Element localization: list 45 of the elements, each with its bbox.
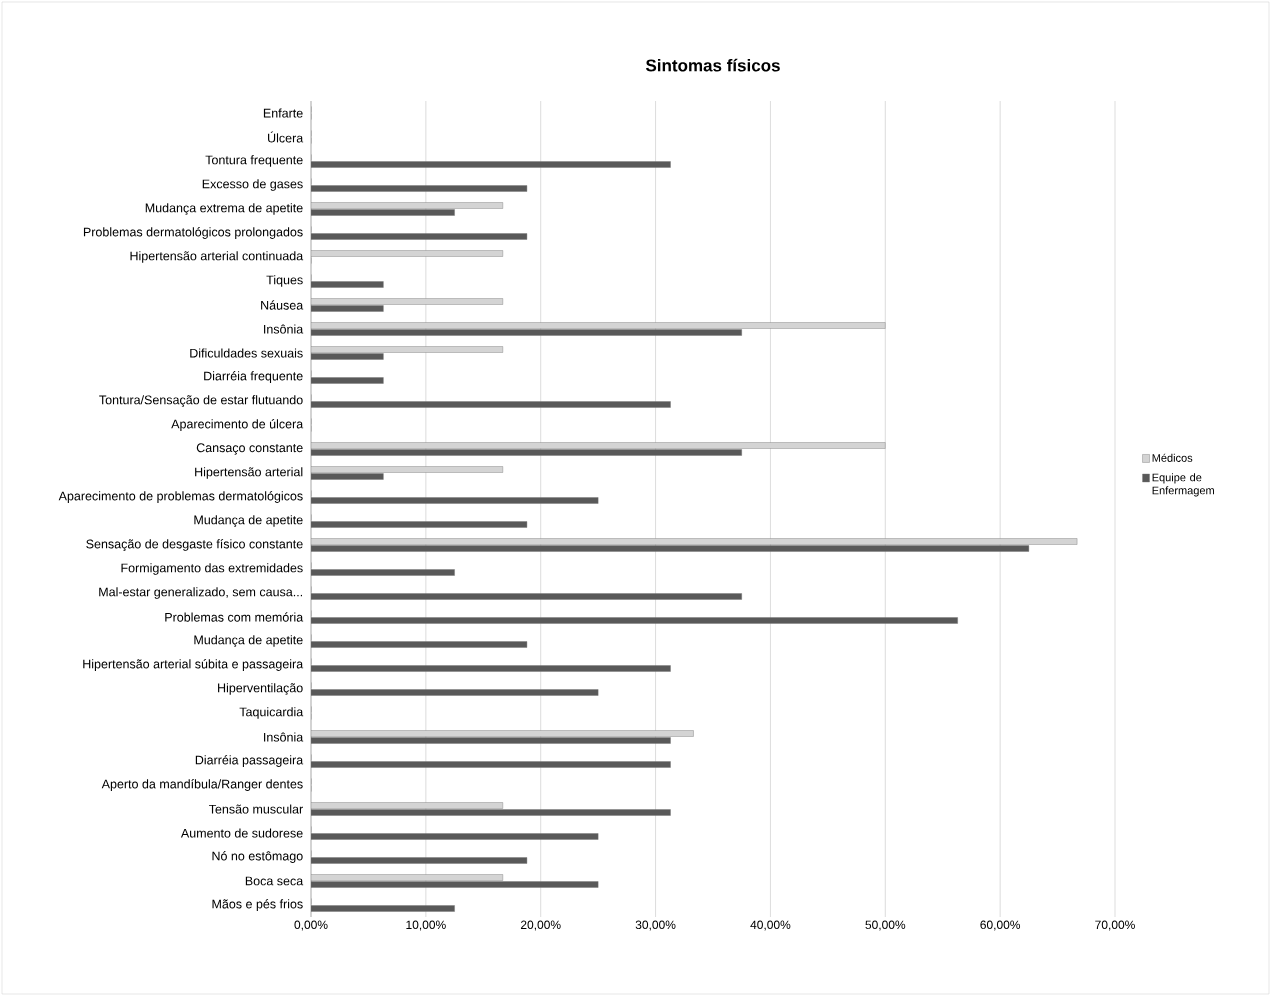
x-tick-label: 50,00% bbox=[865, 920, 906, 931]
y-tick-label: Diarréia passageira bbox=[195, 755, 304, 767]
legend-label: Equipe de Enfermagem bbox=[1152, 473, 1214, 497]
y-tick-label: Insônia bbox=[264, 732, 304, 742]
y-tick-label: Mal-estar generalizado, sem causa... bbox=[99, 587, 303, 599]
y-tick-label: Hipertensão arterial continuada bbox=[130, 251, 304, 263]
y-tick-label: Tontura/Sensação de estar flutuando bbox=[99, 395, 303, 407]
y-tick-label: Mudança de apetite bbox=[194, 515, 303, 527]
y-tick-label: Tiques bbox=[266, 275, 303, 287]
y-tick-label: Taquicardia bbox=[239, 707, 304, 719]
y-tick-label: Dificuldades sexuais bbox=[190, 348, 303, 358]
x-tick-label: 0,00% bbox=[294, 920, 328, 931]
y-tick-label: Aperto da mandíbula/Ranger dentes bbox=[101, 779, 303, 791]
y-tick-label: Mudança extrema de apetite bbox=[145, 203, 303, 215]
x-tick-label: 60,00% bbox=[980, 920, 1021, 931]
y-tick-label: Úlcera bbox=[268, 131, 304, 143]
y-tick-label: Formigamento das extremidades bbox=[121, 563, 303, 575]
y-tick-label: Sensação de desgaste físico constante bbox=[86, 539, 303, 551]
x-tick-label: 30,00% bbox=[635, 920, 676, 931]
y-tick-label: Cansaço constante bbox=[196, 443, 303, 455]
x-tick-label: 20,00% bbox=[520, 920, 561, 931]
y-tick-label: Hipertensão arterial bbox=[195, 467, 303, 479]
y-tick-label: Boca seca bbox=[245, 876, 304, 886]
x-tick-label: 70,00% bbox=[1095, 920, 1135, 931]
y-tick-label: Problemas com memória bbox=[165, 612, 304, 622]
y-tick-label: Problemas dermatológicos prolongados bbox=[83, 227, 303, 239]
y-tick-label: Aumento de sudorese bbox=[180, 828, 303, 838]
y-tick-label: Tensão muscular bbox=[208, 804, 303, 814]
y-tick-label: Tontura frequente bbox=[205, 155, 303, 167]
x-tick-label: 10,00% bbox=[406, 920, 446, 931]
x-tick-label: 40,00% bbox=[750, 920, 791, 931]
y-tick-label: Mãos e pés frios bbox=[212, 899, 303, 911]
y-tick-label: Aparecimento de úlcera bbox=[171, 419, 304, 431]
chart-title: Sintomas físicos bbox=[645, 58, 780, 72]
y-tick-label: Excesso de gases bbox=[202, 179, 303, 191]
y-tick-label: Hiperventilação bbox=[218, 683, 303, 695]
y-tick-label: Náusea bbox=[261, 300, 304, 310]
y-tick-label: Enfarte bbox=[263, 108, 303, 118]
y-tick-label: Insônia bbox=[264, 324, 304, 334]
y-tick-label: Nó no estômago bbox=[212, 851, 303, 863]
y-tick-label: Aparecimento de problemas dermatológicos bbox=[58, 491, 303, 503]
y-tick-label: Mudança de apetite bbox=[194, 635, 303, 647]
legend-label: Médicos bbox=[1152, 453, 1193, 462]
y-tick-label: Diarréia frequente bbox=[204, 371, 303, 383]
y-tick-label: Hipertensão arterial súbita e passageira bbox=[83, 659, 304, 671]
